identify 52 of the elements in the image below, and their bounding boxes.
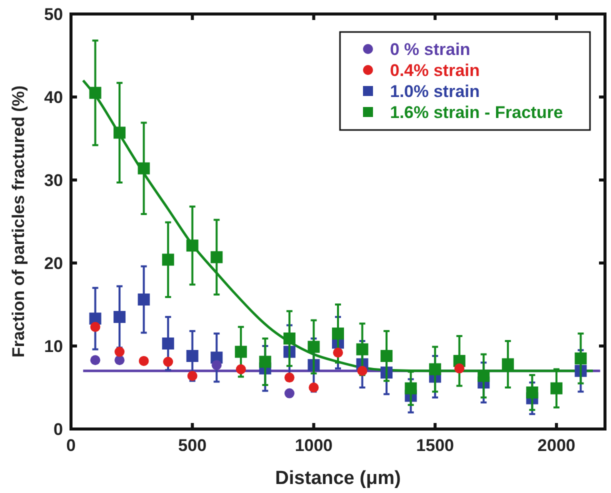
x-axis-title: Distance (μm) xyxy=(275,468,401,489)
point xyxy=(454,363,464,374)
point xyxy=(210,251,223,264)
point xyxy=(283,332,296,345)
point xyxy=(332,328,344,340)
point xyxy=(138,294,150,306)
x-tick-label: 0 xyxy=(66,436,76,455)
legend-label: 0 % strain xyxy=(390,40,470,59)
point xyxy=(138,356,149,366)
x-tick-label: 1000 xyxy=(294,436,333,455)
y-axis-title: Fraction of particles fractured (%) xyxy=(9,85,28,358)
x-tick-label: 500 xyxy=(178,436,207,455)
point xyxy=(162,338,174,350)
point xyxy=(380,350,393,362)
point xyxy=(186,240,198,252)
legend-label: 1.0% strain xyxy=(390,82,480,101)
y-tick-label: 0 xyxy=(54,420,63,439)
y-tick-label: 30 xyxy=(44,171,63,190)
y-tick-label: 40 xyxy=(44,88,63,107)
x-tick-label: 2000 xyxy=(538,436,576,455)
point xyxy=(284,372,294,383)
y-tick-label: 20 xyxy=(44,254,63,273)
point xyxy=(333,348,343,358)
point xyxy=(186,350,198,362)
legend-label: 1.6% strain - Fracture xyxy=(390,103,563,122)
point xyxy=(308,340,320,353)
y-tick-label: 50 xyxy=(44,5,63,24)
point xyxy=(502,358,514,370)
x-tick-label: 1500 xyxy=(416,436,454,455)
point xyxy=(259,356,272,368)
y-tick-label: 10 xyxy=(44,337,63,356)
point xyxy=(90,322,100,332)
point xyxy=(236,364,246,374)
point xyxy=(234,346,247,358)
point xyxy=(284,388,294,398)
point xyxy=(550,382,562,394)
point xyxy=(89,86,102,99)
point xyxy=(356,343,368,356)
point xyxy=(404,382,417,394)
point xyxy=(163,356,174,367)
point xyxy=(526,386,538,398)
point xyxy=(574,352,587,364)
point xyxy=(162,254,174,266)
point xyxy=(429,363,442,376)
point xyxy=(478,370,490,382)
point xyxy=(212,360,222,370)
point xyxy=(114,126,126,139)
point xyxy=(114,355,125,366)
point xyxy=(114,310,126,323)
legend-label: 0.4% strain xyxy=(390,61,480,80)
point xyxy=(90,355,100,366)
point xyxy=(138,162,150,174)
